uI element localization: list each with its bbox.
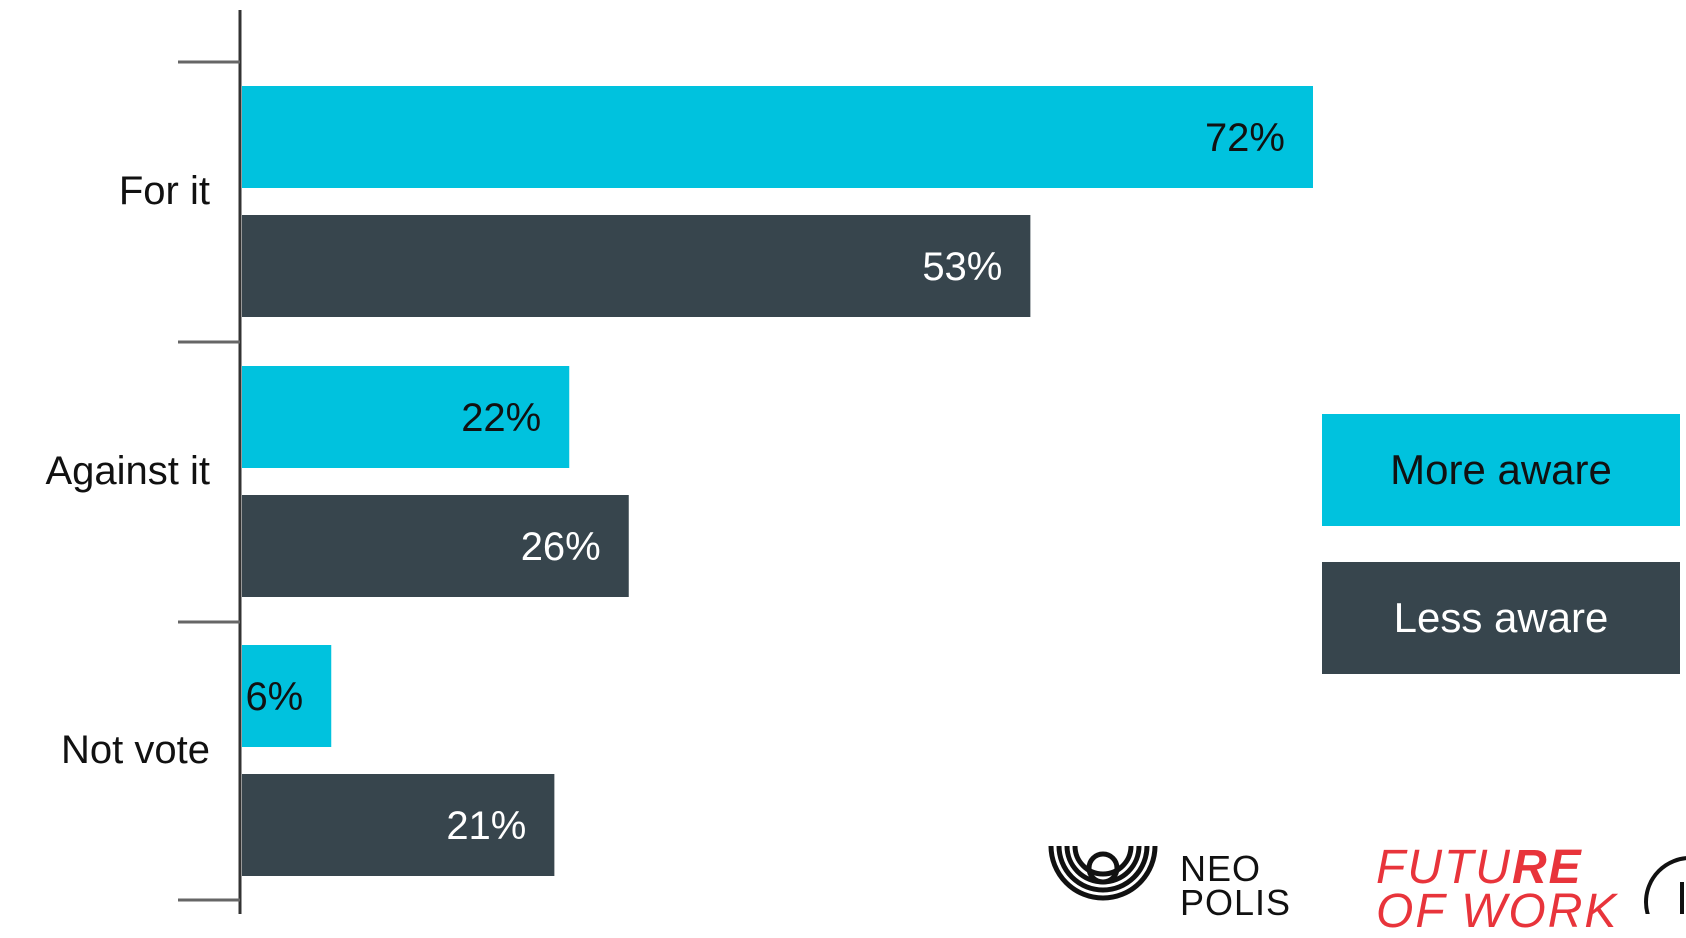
neopolis-logo-icon xyxy=(1048,846,1158,901)
bar-more-aware xyxy=(242,645,332,747)
future-of-work-logo-line2: OF WORK xyxy=(1376,885,1619,938)
neopolis-logo-line2: POLIS xyxy=(1180,882,1292,923)
legend-less-aware: Less aware xyxy=(1322,562,1680,674)
legend-more-aware: More aware xyxy=(1322,414,1680,526)
future-of-work-logo-line1: FUTURE xyxy=(1376,844,1618,892)
data-label: 26% xyxy=(521,525,601,569)
circle-logo-icon xyxy=(1644,856,1686,914)
category-label: Not vote xyxy=(61,728,210,772)
bar-chart: For it 72% 53% Against it 22% 26% Not vote 6% 21… xyxy=(45,10,1313,914)
data-label: 72% xyxy=(1205,116,1285,160)
future-of-work-logo: FUTURE OF WORK xyxy=(1376,844,1619,938)
bar-less-aware xyxy=(242,215,1031,317)
data-label: 22% xyxy=(461,396,541,440)
data-label: 6% xyxy=(245,675,303,719)
bar-more-aware xyxy=(242,86,1313,188)
future-of-work-logo-part1: FUTU xyxy=(1376,841,1512,894)
neopolis-logo-line1: NEO xyxy=(1180,848,1262,889)
future-of-work-logo-part2: RE xyxy=(1511,841,1583,894)
data-label: 53% xyxy=(922,245,1002,289)
data-label: 21% xyxy=(446,804,526,848)
bar-less-aware xyxy=(242,774,555,876)
legend-more-aware-label: More aware xyxy=(1390,446,1612,493)
category-label: Against it xyxy=(45,449,210,493)
legend-less-aware-label: Less aware xyxy=(1393,594,1609,641)
category-label: For it xyxy=(119,169,210,213)
bar-less-aware xyxy=(242,495,629,597)
bar-more-aware xyxy=(242,366,570,468)
neopolis-logo-text: NEO POLIS xyxy=(1180,848,1292,923)
